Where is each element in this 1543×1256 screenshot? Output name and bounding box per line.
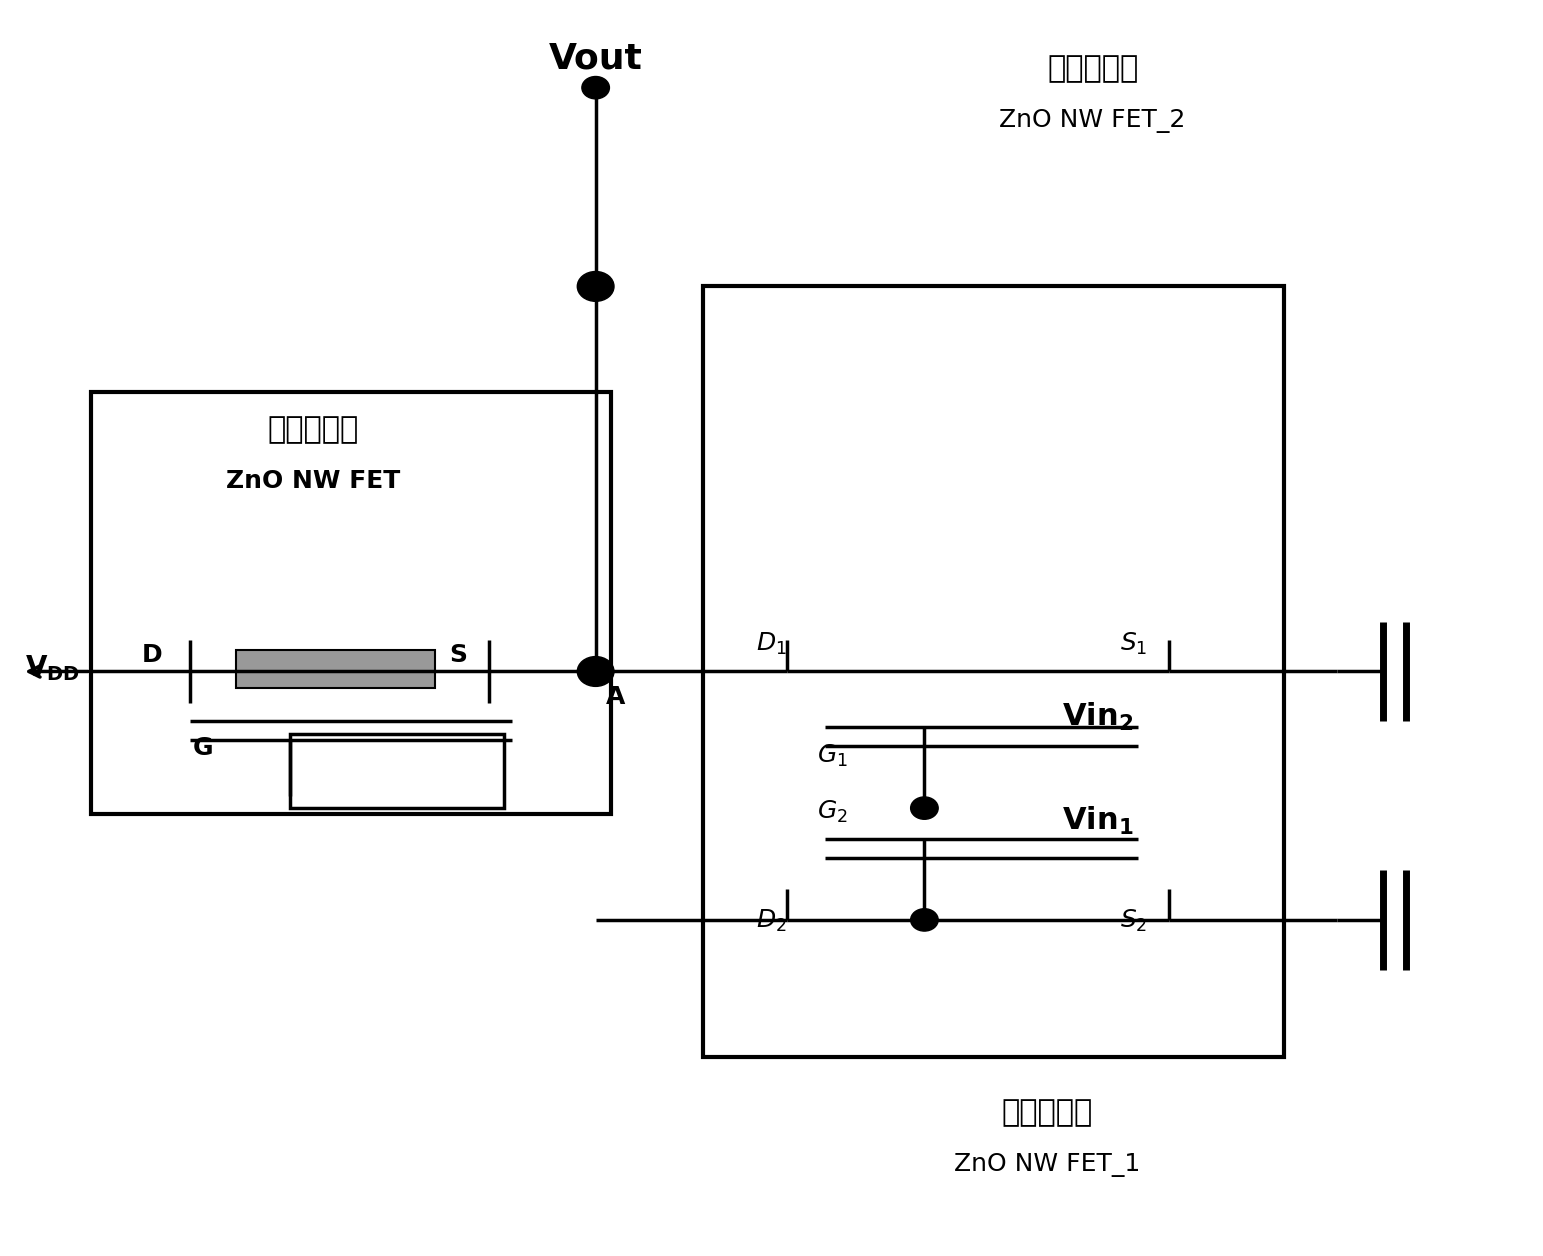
Text: G: G — [193, 736, 213, 760]
Text: ZnO NW FET_2: ZnO NW FET_2 — [1000, 109, 1187, 133]
Circle shape — [577, 271, 614, 301]
Text: $\mathbf{V_{DD}}$: $\mathbf{V_{DD}}$ — [25, 653, 80, 683]
Text: $D_2$: $D_2$ — [756, 908, 787, 934]
Text: $D_1$: $D_1$ — [756, 631, 787, 657]
Text: $S_1$: $S_1$ — [1120, 631, 1148, 657]
Text: A: A — [606, 685, 626, 710]
Text: $\mathbf{Vin_1}$: $\mathbf{Vin_1}$ — [1062, 805, 1134, 836]
Text: $S_2$: $S_2$ — [1120, 908, 1148, 934]
Bar — [702, 286, 1284, 1056]
Bar — [236, 651, 435, 687]
Text: ZnO NW FET: ZnO NW FET — [225, 470, 400, 494]
Text: 耗尽型背栅: 耗尽型背栅 — [267, 414, 358, 443]
Text: D: D — [142, 643, 162, 667]
Text: $\mathbf{Vin_2}$: $\mathbf{Vin_2}$ — [1062, 701, 1133, 734]
Text: $G_2$: $G_2$ — [818, 799, 849, 825]
Circle shape — [577, 657, 614, 686]
Text: $G_1$: $G_1$ — [818, 742, 849, 769]
Circle shape — [582, 77, 609, 99]
Bar — [290, 734, 505, 808]
Circle shape — [910, 909, 938, 931]
Text: 增强型背栅: 增强型背栅 — [1048, 54, 1139, 84]
Circle shape — [910, 796, 938, 819]
Bar — [91, 392, 611, 814]
Text: ZnO NW FET_1: ZnO NW FET_1 — [954, 1153, 1140, 1177]
Text: S: S — [449, 643, 468, 667]
Text: 增强型背栅: 增强型背栅 — [1001, 1098, 1092, 1127]
Text: Vout: Vout — [549, 41, 642, 75]
